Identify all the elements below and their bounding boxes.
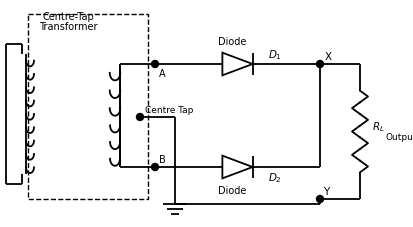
Circle shape bbox=[151, 61, 158, 68]
Text: X: X bbox=[324, 52, 331, 62]
Text: Centre Tap: Centre Tap bbox=[145, 106, 193, 114]
Text: B: B bbox=[159, 154, 165, 164]
Text: $D_1$: $D_1$ bbox=[267, 48, 281, 62]
Text: A: A bbox=[159, 69, 165, 79]
Bar bbox=[28, 15, 147, 199]
Text: Output: Output bbox=[385, 132, 413, 141]
Text: $D_2$: $D_2$ bbox=[267, 170, 281, 184]
Circle shape bbox=[316, 61, 323, 68]
Text: Centre-Tap: Centre-Tap bbox=[42, 12, 94, 22]
Text: Diode: Diode bbox=[218, 37, 246, 47]
Circle shape bbox=[136, 114, 143, 121]
Circle shape bbox=[316, 196, 323, 203]
Text: Diode: Diode bbox=[218, 185, 246, 195]
Text: Transformer: Transformer bbox=[39, 22, 97, 32]
Text: Y: Y bbox=[322, 186, 328, 196]
Text: $R_L$: $R_L$ bbox=[371, 120, 384, 134]
Circle shape bbox=[151, 164, 158, 171]
